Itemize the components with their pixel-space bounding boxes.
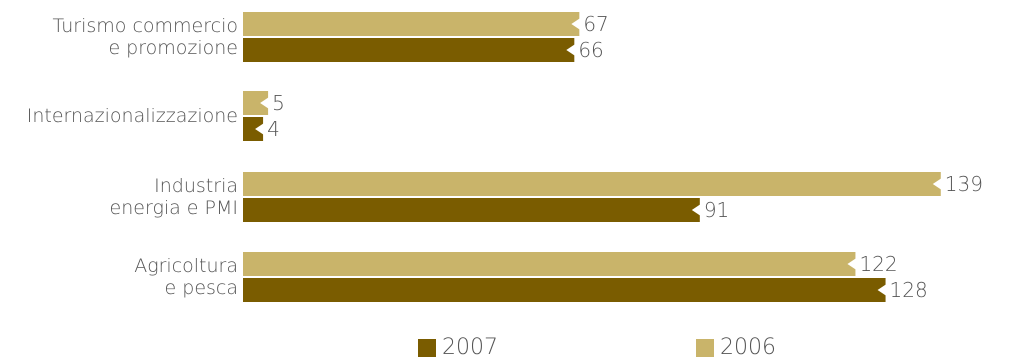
value-label-agricoltura-e-pesca-2006: 122 [859, 252, 897, 276]
bar-notch-internazionalizzazione-2007 [255, 123, 265, 135]
value-label-internazionalizzazione-2007: 4 [267, 117, 280, 141]
bar-notch-agricoltura-e-pesca-2006 [847, 258, 857, 270]
bar-notch-industria-energia-e-pmi-2006 [932, 178, 942, 190]
bar-agricoltura-e-pesca-2006 [243, 252, 856, 276]
bar-notch-agricoltura-e-pesca-2007 [877, 284, 887, 296]
bar-agricoltura-e-pesca-2007 [243, 278, 886, 302]
bar-industria-energia-e-pmi-2006 [243, 172, 941, 196]
bar-turismo-commercio-e-promozione-2006 [243, 12, 580, 36]
value-label-internazionalizzazione-2006: 5 [272, 91, 285, 115]
category-label-industria-energia-e-pmi: Industria energia e PMI [110, 175, 238, 219]
bar-notch-turismo-commercio-e-promozione-2006 [571, 18, 581, 30]
category-label-agricoltura-e-pesca: Agricoltura e pesca [134, 255, 238, 299]
legend-label-2006: 2006 [720, 335, 776, 360]
bar-notch-internazionalizzazione-2006 [260, 97, 270, 109]
legend-swatch-2007 [418, 339, 436, 357]
category-label-internazionalizzazione: Internazionalizzazione [27, 105, 238, 127]
value-label-industria-energia-e-pmi-2007: 91 [704, 198, 729, 222]
bar-turismo-commercio-e-promozione-2007 [243, 38, 575, 62]
legend-item-2007: 2007 [418, 336, 498, 360]
legend-item-2006: 2006 [696, 336, 776, 360]
legend-swatch-2006 [696, 339, 714, 357]
bar-internazionalizzazione-2007 [243, 117, 264, 141]
bar-industria-energia-e-pmi-2007 [243, 198, 700, 222]
value-label-agricoltura-e-pesca-2007: 128 [890, 278, 928, 302]
value-label-turismo-commercio-e-promozione-2007: 66 [578, 38, 603, 62]
legend-label-2007: 2007 [442, 335, 498, 360]
category-label-turismo-commercio-e-promozione: Turismo commercio e promozione [53, 15, 238, 59]
bar-notch-turismo-commercio-e-promozione-2007 [566, 44, 576, 56]
value-label-industria-energia-e-pmi-2006: 139 [945, 172, 983, 196]
value-label-turismo-commercio-e-promozione-2006: 67 [583, 12, 608, 36]
bar-notch-industria-energia-e-pmi-2007 [691, 204, 701, 216]
